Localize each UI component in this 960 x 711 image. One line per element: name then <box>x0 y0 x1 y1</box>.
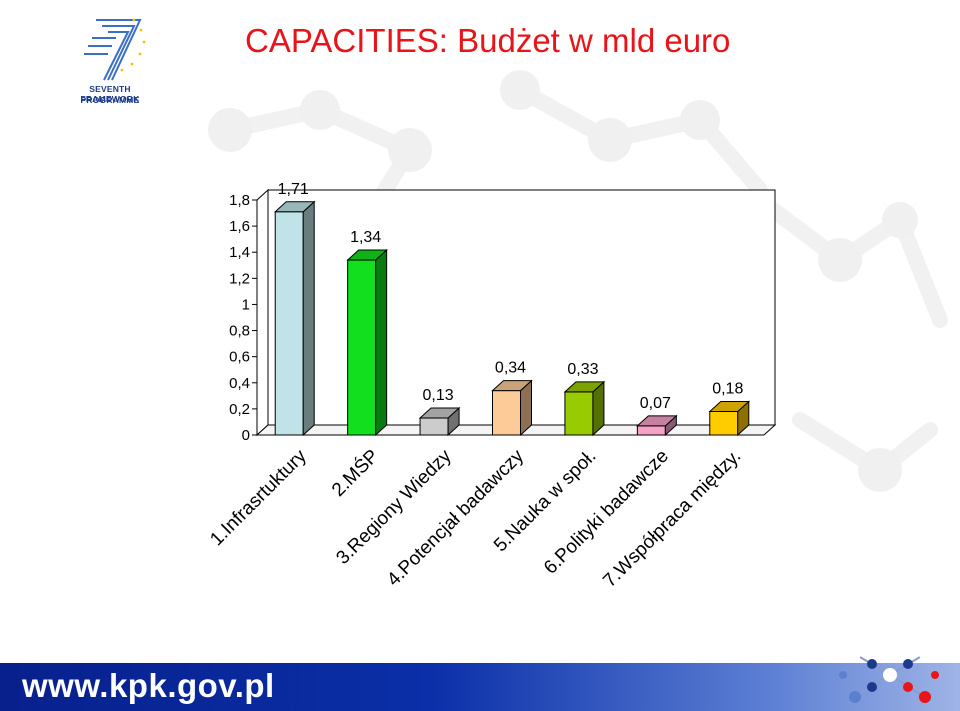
data-label: 0,33 <box>567 361 598 378</box>
bar-top <box>273 201 316 213</box>
y-tick-label: 1,4 <box>229 244 250 261</box>
category-label: 6.Polityki badawcze <box>540 446 673 579</box>
seventh-framework-logo <box>84 18 146 81</box>
bar-top <box>346 249 388 261</box>
bar <box>419 417 449 436</box>
y-tick-label: 0,2 <box>229 401 250 418</box>
category-label: 1.Infrasrtuktury <box>206 445 311 550</box>
bar-top <box>418 407 461 419</box>
data-label: 0,13 <box>423 387 454 404</box>
data-label: 0,34 <box>495 360 526 377</box>
bar-top <box>563 381 606 393</box>
bar-side <box>375 248 388 437</box>
bar <box>709 411 739 436</box>
category-label: 2.MŚP <box>327 445 383 501</box>
logo-text-line2: PROGRAMME <box>80 95 140 105</box>
page-title: CAPACITIES: Budżet w mld euro <box>245 22 731 59</box>
bar <box>347 259 377 436</box>
kpk-molecule-logo <box>839 648 939 703</box>
bar-side <box>302 200 315 437</box>
bar <box>636 425 666 436</box>
bar <box>274 211 304 436</box>
bar <box>564 391 594 436</box>
y-tick-label: 1,8 <box>229 192 250 209</box>
bar-top <box>636 415 678 427</box>
data-label: 1,71 <box>278 181 309 198</box>
y-tick-label: 0,4 <box>229 375 250 392</box>
bar <box>492 390 521 436</box>
footer-band <box>0 663 960 711</box>
bar-chart: 0 0,2 0,4 0,6 0,8 1 1,2 1,4 1,6 1,8 1,71 1.Infrasrt… <box>206 181 777 592</box>
chart-side-wall <box>256 188 269 437</box>
y-tick-label: 1,6 <box>229 218 250 235</box>
data-label: 0,18 <box>712 381 743 398</box>
category-label: 7.Współpraca między. <box>599 446 745 592</box>
footer: www.kpk.gov.pl <box>0 640 960 711</box>
footer-url[interactable]: www.kpk.gov.pl <box>22 667 275 704</box>
logo-text-line1: SEVENTH FRAMEWORK <box>80 84 140 104</box>
data-label: 1,34 <box>350 229 381 246</box>
y-tick-label: 0 <box>242 427 250 444</box>
bar-top <box>708 401 751 412</box>
y-tick-label: 1,2 <box>229 270 250 287</box>
bar-top <box>491 380 533 392</box>
y-tick-label: 1 <box>242 296 250 313</box>
y-tick-label: 0,6 <box>229 349 250 366</box>
category-label: 4.Potencjał badawczy <box>383 445 528 590</box>
y-tick-label: 0,8 <box>229 323 250 340</box>
data-label: 0,07 <box>640 395 671 412</box>
